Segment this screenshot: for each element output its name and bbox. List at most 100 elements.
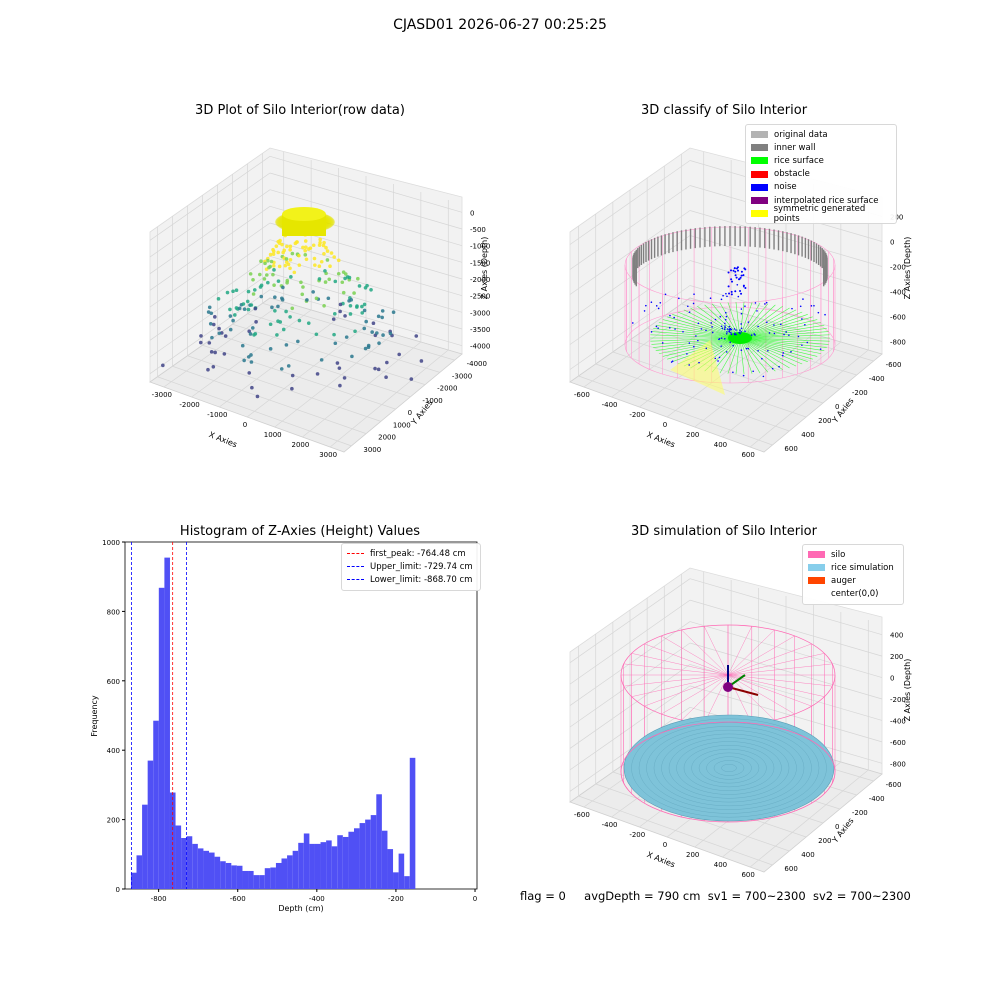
silo-roof-wire: [727, 626, 753, 676]
scatter-point: [249, 360, 254, 364]
classify-3d-plot: -600-400-20002004006006004002000-200-400…: [569, 147, 912, 459]
hist-bar: [309, 843, 315, 889]
noise-point: [740, 327, 743, 330]
p4-ticks: -600-400-20002004006006004002000-200-400…: [574, 632, 906, 879]
grid-line: [569, 210, 691, 295]
scatter-point: [315, 372, 320, 376]
noise-point: [737, 269, 740, 272]
rice-surface-point: [739, 337, 783, 370]
x-tick-label: -800: [151, 895, 167, 903]
grid-line: [329, 349, 449, 448]
noise-point: [730, 331, 732, 334]
noise-point: [718, 356, 721, 359]
noise-point: [661, 342, 664, 344]
scatter-point: [259, 294, 264, 299]
scatter-point: [283, 263, 288, 268]
scatter-point: [314, 332, 319, 337]
rice-surface-point: [739, 337, 790, 369]
noise-point: [724, 325, 726, 327]
grid-line: [269, 289, 463, 347]
hist-bar: [326, 840, 332, 889]
grid-line: [689, 235, 883, 292]
hist-legend-swatch: [347, 566, 364, 568]
silo-roof-wire: [623, 674, 729, 687]
scatter-point: [285, 278, 290, 283]
noise-point: [785, 331, 787, 333]
grid-line: [569, 285, 691, 370]
noise-point: [631, 322, 634, 324]
scatter-point: [281, 327, 286, 332]
noise-point: [650, 331, 653, 333]
scatter-point: [356, 276, 360, 281]
z-tick-label: -3500: [470, 326, 490, 334]
scatter-point: [380, 315, 384, 320]
scatter-point: [353, 329, 357, 334]
noise-point: [669, 314, 671, 317]
scatter-point: [286, 364, 291, 368]
noise-point: [695, 335, 697, 337]
noise-point: [738, 331, 741, 334]
rice-mesh-ring: [713, 760, 745, 776]
noise-point: [726, 295, 728, 298]
x-tick-label: -400: [602, 821, 618, 829]
noise-point: [728, 292, 731, 295]
silo-roof-wire: [631, 674, 729, 697]
y-tick-label: 3000: [363, 446, 381, 454]
rice-mesh-ring: [706, 756, 752, 780]
grid-line: [149, 222, 271, 308]
noise-point: [725, 315, 728, 318]
scatter-point: [350, 354, 354, 359]
noise-point: [657, 307, 660, 310]
grid-line: [149, 156, 271, 241]
noise-point: [817, 311, 820, 314]
grid-line: [689, 685, 883, 743]
hist-legend-item: first_peak: -764.48 cm: [347, 547, 475, 560]
y-tick-label: 2000: [378, 434, 396, 442]
hist-bar: [186, 836, 193, 889]
grid-line: [569, 260, 691, 345]
scatter-point: [276, 250, 280, 255]
hist-bar: [147, 760, 154, 889]
rice-surface-point: [739, 328, 827, 339]
noise-point: [725, 351, 728, 353]
noise-point: [736, 266, 739, 269]
hist-bar: [130, 872, 137, 889]
noise-point: [801, 318, 803, 320]
scatter-point: [250, 326, 255, 330]
noise-point: [725, 332, 728, 335]
silo-roof-wire: [661, 635, 729, 676]
rice-surface-point: [667, 316, 741, 339]
p2-legend-swatch: [751, 183, 768, 191]
noise-point: [766, 321, 768, 324]
p4-simulation: [620, 624, 836, 823]
noise-point: [744, 286, 747, 289]
scatter-point: [314, 296, 319, 301]
noise-point: [718, 337, 721, 340]
hist-bar: [192, 843, 198, 889]
y-tick-label: 600: [784, 445, 797, 453]
grid-line: [269, 189, 463, 247]
scatter-point: [253, 306, 258, 311]
scatter-point: [341, 270, 346, 274]
noise-point: [797, 335, 800, 338]
y-tick-label: -200: [852, 809, 868, 817]
silo-roof-wire: [727, 674, 825, 697]
p1-zlabel: Z Axies (Depth): [480, 237, 489, 300]
silo-roof-wire: [727, 643, 812, 676]
scatter-point: [222, 352, 227, 356]
noise-point: [732, 371, 734, 374]
noise-point: [771, 367, 774, 370]
scatter-point: [246, 289, 251, 294]
hist-bar: [337, 835, 343, 889]
scatter-point: [274, 244, 279, 248]
z-tick-label: 0: [890, 675, 894, 683]
noise-point: [729, 341, 731, 344]
scatter-point: [231, 318, 235, 323]
scatter-point: [323, 280, 328, 284]
p4-legend-item: silo: [808, 548, 898, 561]
symmetric-points: [670, 340, 725, 395]
noise-point: [705, 347, 708, 350]
noise-point: [709, 297, 712, 300]
scatter-point: [369, 287, 373, 292]
scatter-point: [199, 334, 203, 338]
